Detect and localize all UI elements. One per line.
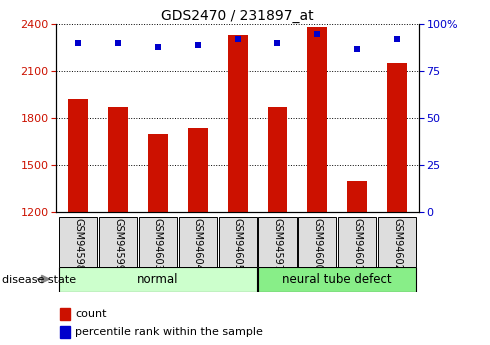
Bar: [387, 63, 407, 212]
Bar: [179, 217, 217, 267]
Point: [314, 31, 321, 36]
Text: GSM94605: GSM94605: [233, 218, 243, 271]
Text: GSM94603: GSM94603: [153, 218, 163, 271]
Point: [74, 40, 82, 46]
Bar: [60, 308, 70, 320]
Bar: [228, 35, 247, 212]
Point: [273, 40, 281, 46]
Bar: [219, 217, 257, 267]
Bar: [347, 181, 367, 212]
Text: neural tube defect: neural tube defect: [282, 273, 392, 286]
Bar: [59, 267, 257, 292]
Title: GDS2470 / 231897_at: GDS2470 / 231897_at: [161, 9, 314, 23]
Bar: [60, 326, 70, 338]
Text: GSM94604: GSM94604: [193, 218, 203, 271]
Bar: [258, 267, 416, 292]
Bar: [268, 107, 288, 212]
Bar: [378, 217, 416, 267]
Text: percentile rank within the sample: percentile rank within the sample: [75, 327, 263, 337]
Text: GSM94597: GSM94597: [272, 218, 283, 271]
Bar: [338, 217, 376, 267]
Bar: [68, 99, 88, 212]
Bar: [139, 217, 177, 267]
Text: normal: normal: [137, 273, 179, 286]
Text: GSM94601: GSM94601: [352, 218, 362, 271]
Bar: [99, 217, 137, 267]
Bar: [188, 128, 208, 212]
Bar: [59, 217, 98, 267]
Bar: [148, 134, 168, 212]
Text: disease state: disease state: [2, 275, 76, 285]
Point: [194, 42, 202, 48]
Text: GSM94600: GSM94600: [312, 218, 322, 271]
Point: [114, 40, 122, 46]
Point: [353, 46, 361, 51]
Point: [393, 37, 401, 42]
Point: [234, 37, 242, 42]
Text: GSM94602: GSM94602: [392, 218, 402, 271]
Bar: [258, 217, 296, 267]
Bar: [307, 27, 327, 212]
Text: GSM94598: GSM94598: [74, 218, 83, 271]
Text: GSM94599: GSM94599: [113, 218, 123, 271]
Bar: [108, 107, 128, 212]
Text: count: count: [75, 309, 107, 319]
Point: [154, 44, 162, 49]
Bar: [298, 217, 337, 267]
